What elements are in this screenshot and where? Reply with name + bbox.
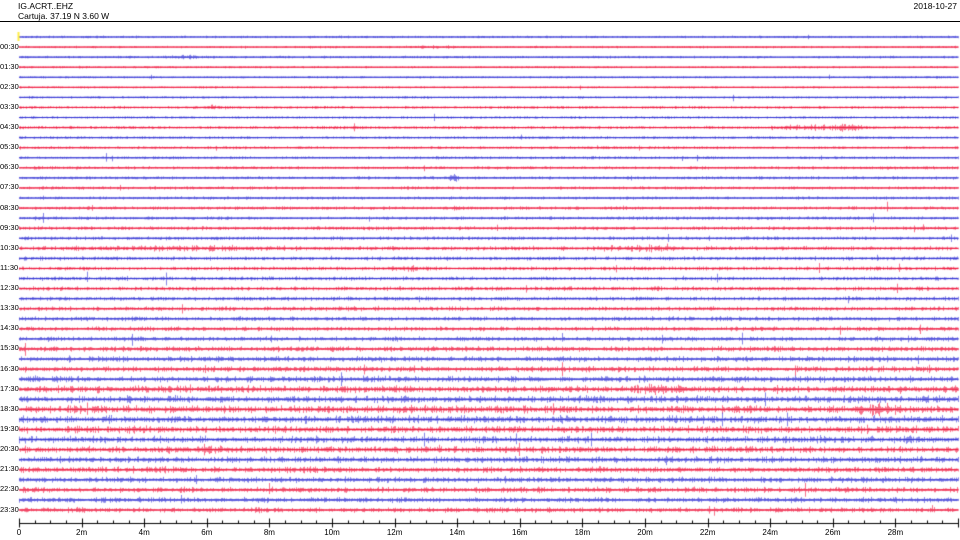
time-label: 22:30 xyxy=(0,484,19,494)
axis-tick-label: 10m xyxy=(324,528,340,537)
time-label: 09:30 xyxy=(0,222,19,232)
axis-tick-label: 12m xyxy=(386,528,403,537)
axis-tick-label: 28m xyxy=(887,528,904,537)
time-label: 16:30 xyxy=(0,363,19,373)
axis-tick-label: 18m xyxy=(574,528,591,537)
time-label: 10:30 xyxy=(0,242,19,252)
axis-tick-label: 24m xyxy=(762,528,778,537)
time-label: 00:30 xyxy=(0,41,19,51)
time-label: 15:30 xyxy=(0,343,19,353)
axis-tick-label: 26m xyxy=(825,528,841,537)
time-label: 08:30 xyxy=(0,202,19,212)
time-label: 19:30 xyxy=(0,423,19,433)
axis-tick-label: 22m xyxy=(699,528,716,537)
time-label: 03:30 xyxy=(0,101,19,111)
time-label: 14:30 xyxy=(0,323,19,333)
time-label: 18:30 xyxy=(0,403,19,413)
time-label: 04:30 xyxy=(0,122,19,132)
time-label: 20:30 xyxy=(0,444,19,454)
axis-tick-label: 16m xyxy=(512,528,528,537)
time-label: 06:30 xyxy=(0,162,19,172)
axis-tick-label: 4m xyxy=(138,528,150,537)
time-label: 01:30 xyxy=(0,61,19,71)
time-label: 13:30 xyxy=(0,303,19,313)
time-label: 21:30 xyxy=(0,464,19,474)
time-label: 05:30 xyxy=(0,142,19,152)
axis-tick-label: 14m xyxy=(449,528,465,537)
time-label: 12:30 xyxy=(0,283,19,293)
time-label: 07:30 xyxy=(0,182,19,192)
time-label: 23:30 xyxy=(0,504,19,514)
time-label: 11:30 xyxy=(0,262,19,272)
time-label: 02:30 xyxy=(0,81,19,91)
axis-tick-label: 2m xyxy=(76,528,88,537)
time-label: 17:30 xyxy=(0,383,19,393)
axis-tick-label: 8m xyxy=(263,528,275,537)
axis-tick-label: 20m xyxy=(637,528,653,537)
axis-tick-label: 6m xyxy=(201,528,213,537)
axis-tick-label: 0 xyxy=(16,528,22,537)
